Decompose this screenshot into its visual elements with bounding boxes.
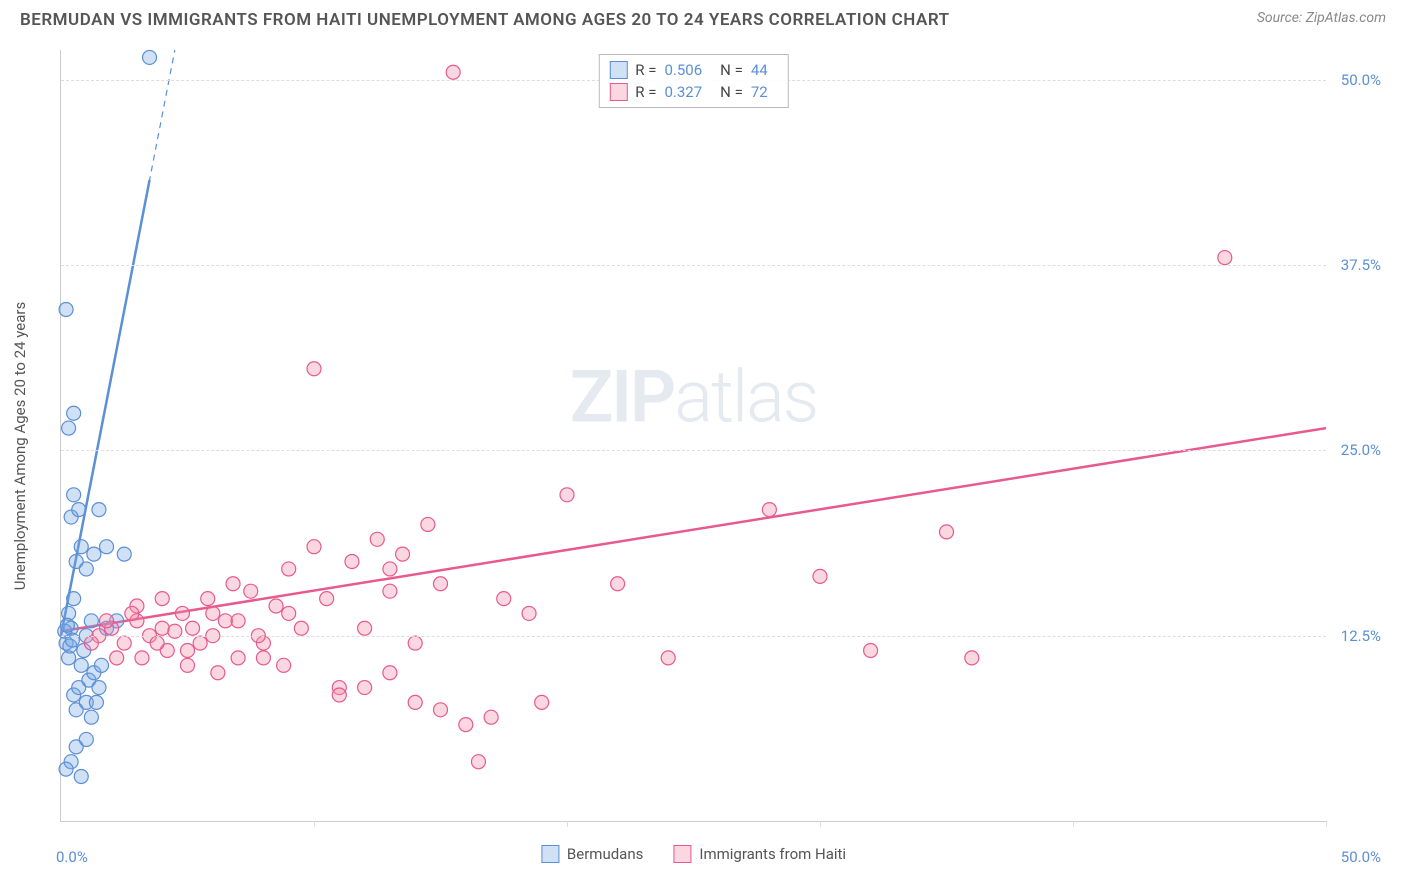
r-value-1: 0.506 — [664, 61, 702, 79]
n-label-1: N = — [720, 61, 743, 79]
x-tick-min: 0.0% — [56, 848, 88, 866]
x-tick — [314, 821, 315, 827]
y-tick-label: 12.5% — [1341, 627, 1381, 645]
stats-legend: R = 0.506 N = 44 R = 0.327 N = 72 — [598, 54, 788, 108]
n-value-2: 72 — [751, 83, 768, 101]
legend-item-1: Bermudans — [541, 845, 643, 863]
y-tick-label: 25.0% — [1341, 441, 1381, 459]
y-tick-label: 37.5% — [1341, 256, 1381, 274]
x-tick — [1073, 821, 1074, 827]
gridline-h — [61, 265, 1326, 266]
r-label-2: R = — [635, 83, 656, 101]
x-tick-max: 50.0% — [1341, 848, 1381, 866]
legend-label-2: Immigrants from Haiti — [699, 845, 846, 863]
n-value-1: 44 — [751, 61, 768, 79]
legend-item-2: Immigrants from Haiti — [673, 845, 846, 863]
legend-label-1: Bermudans — [567, 845, 643, 863]
chart-container: Unemployment Among Ages 20 to 24 years Z… — [50, 50, 1386, 842]
series-legend: Bermudans Immigrants from Haiti — [541, 845, 846, 863]
gridline-h — [61, 450, 1326, 451]
r-label-1: R = — [635, 61, 656, 79]
chart-title: BERMUDAN VS IMMIGRANTS FROM HAITI UNEMPL… — [20, 10, 950, 30]
x-tick — [820, 821, 821, 827]
chart-source: Source: ZipAtlas.com — [1257, 10, 1386, 26]
stats-row-1: R = 0.506 N = 44 — [609, 59, 777, 81]
legend-swatch-2 — [673, 845, 691, 863]
x-tick — [1326, 821, 1327, 827]
x-tick — [567, 821, 568, 827]
r-value-2: 0.327 — [664, 83, 702, 101]
y-tick-label: 50.0% — [1341, 71, 1381, 89]
swatch-series-1 — [609, 61, 627, 79]
swatch-series-2 — [609, 83, 627, 101]
plot-area: ZIPatlas R = 0.506 N = 44 R = 0.327 N = … — [60, 50, 1326, 822]
n-label-2: N = — [720, 83, 743, 101]
chart-header: BERMUDAN VS IMMIGRANTS FROM HAITI UNEMPL… — [0, 0, 1406, 35]
legend-swatch-1 — [541, 845, 559, 863]
stats-row-2: R = 0.327 N = 72 — [609, 81, 777, 103]
y-axis-label: Unemployment Among Ages 20 to 24 years — [11, 302, 29, 590]
scatter-svg — [61, 50, 1326, 821]
gridline-h — [61, 636, 1326, 637]
